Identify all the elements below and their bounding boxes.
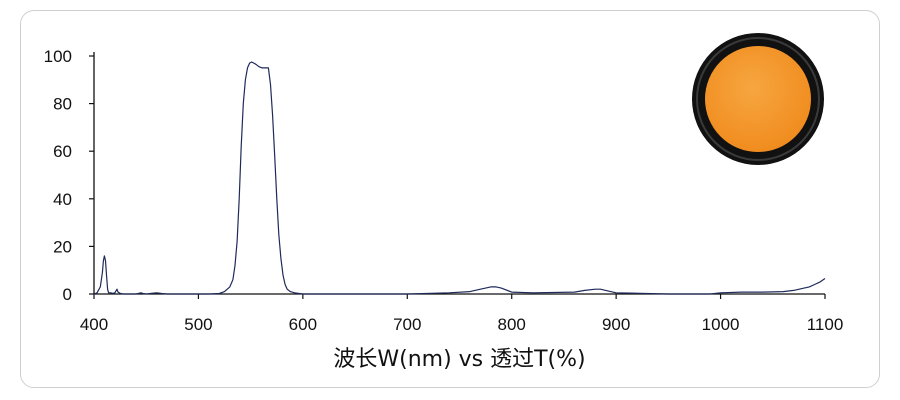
- tick-labels: 400 500 600 700 800 900 1000 1100 0 20 40 60 80 100: [44, 47, 844, 334]
- x-tick-label: 600: [289, 315, 317, 334]
- filter-ring-bevel: [696, 37, 820, 161]
- y-tick-label: 20: [53, 237, 72, 256]
- x-tick-label: 500: [184, 315, 212, 334]
- x-tick-label: 400: [80, 315, 108, 334]
- y-tick-label: 80: [53, 95, 72, 114]
- y-tick-label: 100: [44, 47, 72, 66]
- filter-glass: [705, 46, 811, 152]
- x-tick-label: 700: [393, 315, 421, 334]
- x-tick-label: 1100: [807, 315, 844, 334]
- tick-marks: [89, 55, 826, 299]
- x-tick-label: 800: [498, 315, 526, 334]
- x-tick-label: 900: [602, 315, 630, 334]
- y-tick-label: 0: [63, 285, 72, 304]
- series-layer: [93, 61, 826, 295]
- x-axis-title: 波长W(nm) vs 透过T(%): [333, 347, 585, 372]
- y-tick-label: 60: [53, 142, 72, 161]
- y-tick-label: 40: [53, 190, 72, 209]
- orange-filter-image: [692, 33, 824, 165]
- x-tick-label: 1000: [702, 315, 740, 334]
- transmission-curve: [93, 61, 826, 295]
